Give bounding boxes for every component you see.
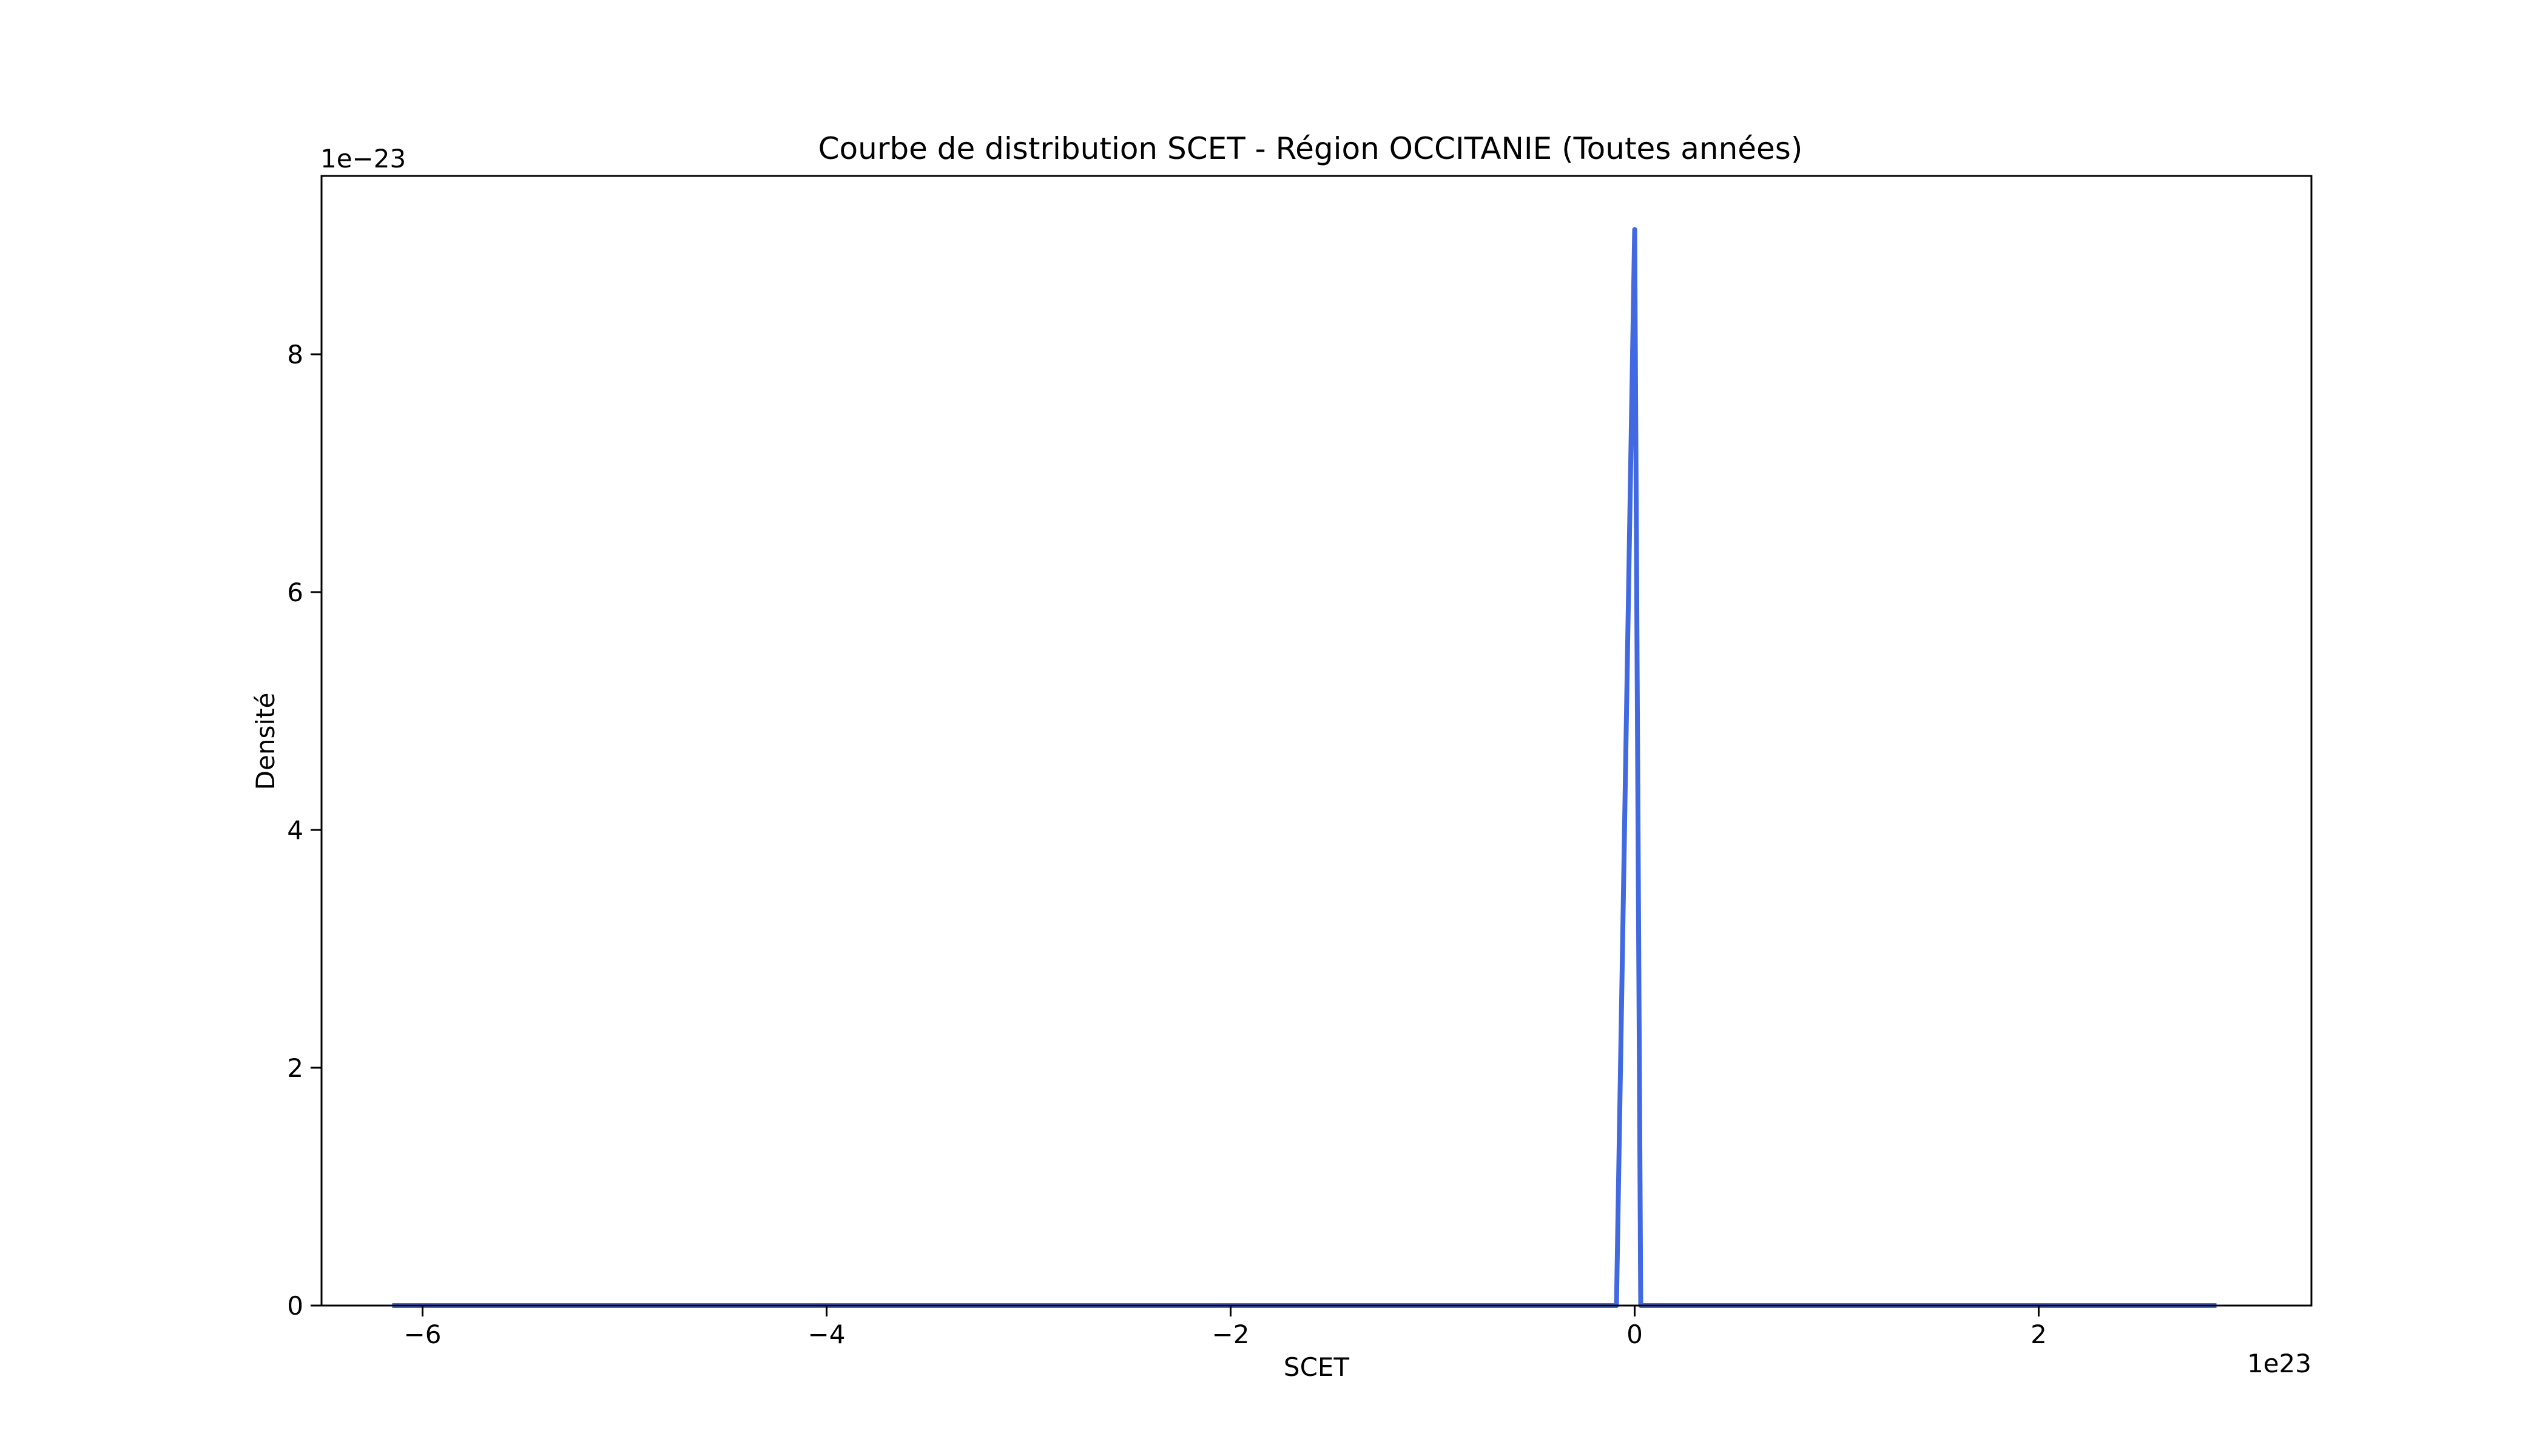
chart-title: Courbe de distribution SCET - Région OCC… (818, 131, 1803, 166)
y-tick-label: 0 (287, 1291, 303, 1321)
x-tick-label: −6 (404, 1320, 442, 1349)
y-tick-label: 4 (287, 815, 303, 845)
x-axis-ticks: −6 −4 −2 0 2 (404, 1306, 2047, 1349)
x-tick-label: 0 (1626, 1320, 1643, 1349)
x-offset-label: 1e23 (2247, 1349, 2311, 1378)
y-axis-label: Densité (251, 693, 280, 790)
x-tick-label: −2 (1212, 1320, 1250, 1349)
axes-frame (320, 175, 2313, 1307)
plot-area (392, 227, 2217, 1308)
y-axis-ticks: 0 2 4 6 8 (287, 340, 322, 1321)
x-tick-label: −4 (808, 1320, 846, 1349)
density-line (392, 227, 2217, 1308)
y-tick-label: 8 (287, 340, 303, 369)
y-offset-label: 1e−23 (320, 144, 406, 174)
y-tick-label: 2 (287, 1053, 303, 1083)
x-tick-label: 2 (2031, 1320, 2047, 1349)
x-axis-label: SCET (1284, 1352, 1350, 1382)
y-tick-label: 6 (287, 578, 303, 607)
